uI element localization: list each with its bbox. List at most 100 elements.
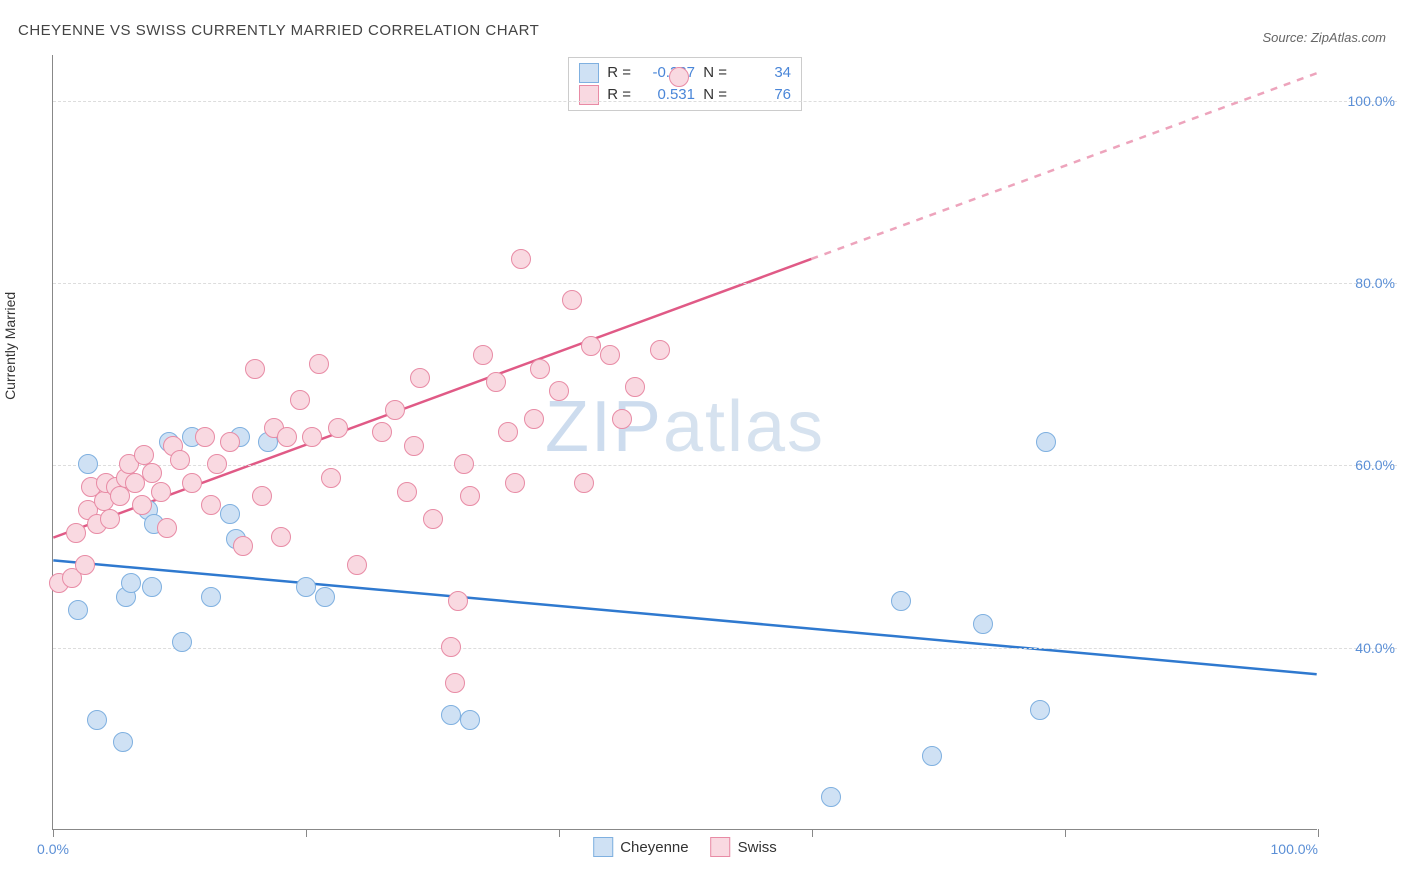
scatter-point-swiss bbox=[142, 463, 162, 483]
scatter-point-swiss bbox=[445, 673, 465, 693]
y-tick-label: 100.0% bbox=[1348, 93, 1395, 109]
x-tick bbox=[306, 829, 307, 837]
scatter-point-cheyenne bbox=[460, 710, 480, 730]
scatter-point-swiss bbox=[581, 336, 601, 356]
n-value-cheyenne: 34 bbox=[733, 62, 791, 84]
scatter-point-cheyenne bbox=[1036, 432, 1056, 452]
r-value-swiss: 0.531 bbox=[637, 84, 695, 106]
scatter-point-cheyenne bbox=[891, 591, 911, 611]
scatter-point-swiss bbox=[157, 518, 177, 538]
x-tick bbox=[559, 829, 560, 837]
r-label: R = bbox=[605, 62, 631, 84]
scatter-point-cheyenne bbox=[87, 710, 107, 730]
legend-label-swiss: Swiss bbox=[738, 839, 777, 856]
scatter-point-swiss bbox=[397, 482, 417, 502]
scatter-point-swiss bbox=[498, 422, 518, 442]
bottom-legend: Cheyenne Swiss bbox=[593, 837, 777, 857]
legend-item-swiss: Swiss bbox=[711, 837, 777, 857]
x-tick bbox=[53, 829, 54, 837]
scatter-point-swiss bbox=[530, 359, 550, 379]
scatter-point-swiss bbox=[347, 555, 367, 575]
gridline-h bbox=[53, 283, 1397, 284]
r-label: R = bbox=[605, 84, 631, 106]
scatter-point-cheyenne bbox=[296, 577, 316, 597]
n-label: N = bbox=[701, 62, 727, 84]
scatter-point-swiss bbox=[473, 345, 493, 365]
scatter-point-swiss bbox=[195, 427, 215, 447]
scatter-point-cheyenne bbox=[220, 504, 240, 524]
scatter-point-swiss bbox=[290, 390, 310, 410]
n-value-swiss: 76 bbox=[733, 84, 791, 106]
scatter-point-cheyenne bbox=[922, 746, 942, 766]
trendline-cheyenne bbox=[53, 560, 1316, 674]
y-tick-label: 60.0% bbox=[1355, 457, 1395, 473]
source-label: Source: ZipAtlas.com bbox=[1262, 30, 1386, 45]
scatter-point-swiss bbox=[511, 249, 531, 269]
scatter-point-swiss bbox=[669, 67, 689, 87]
scatter-point-cheyenne bbox=[315, 587, 335, 607]
x-tick-label-last: 100.0% bbox=[1271, 841, 1318, 857]
scatter-point-cheyenne bbox=[172, 632, 192, 652]
legend-label-cheyenne: Cheyenne bbox=[620, 839, 688, 856]
x-tick-label-first: 0.0% bbox=[37, 841, 69, 857]
scatter-point-swiss bbox=[505, 473, 525, 493]
watermark: ZIPatlas bbox=[545, 386, 825, 468]
gridline-h bbox=[53, 648, 1397, 649]
scatter-point-swiss bbox=[245, 359, 265, 379]
plot-area: ZIPatlas R = -0.337 N = 34 R = 0.531 N =… bbox=[52, 55, 1317, 830]
scatter-point-swiss bbox=[151, 482, 171, 502]
scatter-point-cheyenne bbox=[1030, 700, 1050, 720]
scatter-point-swiss bbox=[385, 400, 405, 420]
scatter-point-swiss bbox=[220, 432, 240, 452]
scatter-point-swiss bbox=[460, 486, 480, 506]
n-label: N = bbox=[701, 84, 727, 106]
scatter-point-swiss bbox=[486, 372, 506, 392]
scatter-point-swiss bbox=[100, 509, 120, 529]
scatter-point-swiss bbox=[302, 427, 322, 447]
stat-row-swiss: R = 0.531 N = 76 bbox=[579, 84, 791, 106]
scatter-point-swiss bbox=[170, 450, 190, 470]
scatter-point-cheyenne bbox=[201, 587, 221, 607]
scatter-point-swiss bbox=[410, 368, 430, 388]
swatch-cheyenne bbox=[593, 837, 613, 857]
scatter-point-cheyenne bbox=[142, 577, 162, 597]
scatter-point-swiss bbox=[321, 468, 341, 488]
scatter-point-swiss bbox=[271, 527, 291, 547]
watermark-light: atlas bbox=[663, 387, 825, 467]
x-tick bbox=[1065, 829, 1066, 837]
scatter-point-swiss bbox=[233, 536, 253, 556]
scatter-point-cheyenne bbox=[113, 732, 133, 752]
scatter-point-cheyenne bbox=[441, 705, 461, 725]
x-tick bbox=[1318, 829, 1319, 837]
scatter-point-cheyenne bbox=[121, 573, 141, 593]
chart-container: CHEYENNE VS SWISS CURRENTLY MARRIED CORR… bbox=[0, 0, 1406, 892]
scatter-point-swiss bbox=[372, 422, 392, 442]
scatter-point-swiss bbox=[549, 381, 569, 401]
scatter-point-swiss bbox=[448, 591, 468, 611]
scatter-point-swiss bbox=[423, 509, 443, 529]
legend-item-cheyenne: Cheyenne bbox=[593, 837, 688, 857]
chart-title: CHEYENNE VS SWISS CURRENTLY MARRIED CORR… bbox=[18, 22, 539, 39]
gridline-h bbox=[53, 465, 1397, 466]
swatch-swiss bbox=[711, 837, 731, 857]
scatter-point-cheyenne bbox=[821, 787, 841, 807]
y-tick-label: 80.0% bbox=[1355, 275, 1395, 291]
y-tick-label: 40.0% bbox=[1355, 640, 1395, 656]
swatch-cheyenne bbox=[579, 63, 599, 83]
scatter-point-swiss bbox=[625, 377, 645, 397]
swatch-swiss bbox=[579, 85, 599, 105]
scatter-point-swiss bbox=[277, 427, 297, 447]
scatter-point-swiss bbox=[182, 473, 202, 493]
scatter-point-swiss bbox=[441, 637, 461, 657]
scatter-point-cheyenne bbox=[78, 454, 98, 474]
scatter-point-swiss bbox=[562, 290, 582, 310]
gridline-h bbox=[53, 101, 1397, 102]
y-axis-label: Currently Married bbox=[2, 292, 18, 400]
scatter-point-swiss bbox=[207, 454, 227, 474]
scatter-point-cheyenne bbox=[68, 600, 88, 620]
scatter-point-swiss bbox=[328, 418, 348, 438]
scatter-point-cheyenne bbox=[973, 614, 993, 634]
scatter-point-swiss bbox=[309, 354, 329, 374]
scatter-point-swiss bbox=[650, 340, 670, 360]
scatter-point-swiss bbox=[132, 495, 152, 515]
